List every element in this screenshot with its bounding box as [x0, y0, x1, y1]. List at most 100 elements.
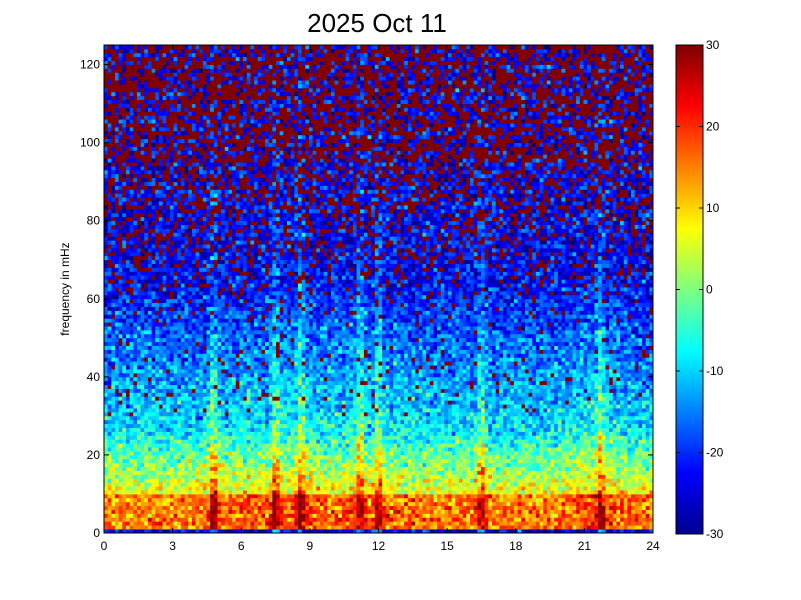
heatmap-cell — [199, 283, 204, 288]
heatmap-cell — [129, 208, 134, 214]
heatmap-cell — [202, 396, 207, 401]
heatmap-cell — [140, 486, 145, 491]
heatmap-cell — [188, 509, 193, 514]
heatmap-cell — [162, 513, 167, 518]
heatmap-cell — [221, 212, 226, 218]
heatmap-cell — [206, 517, 211, 522]
heatmap-cell — [122, 427, 127, 432]
heatmap-cell — [191, 52, 196, 58]
heatmap-cell — [158, 404, 163, 409]
heatmap-cell — [217, 501, 222, 507]
heatmap-cell — [180, 454, 185, 460]
heatmap-cell — [147, 91, 152, 97]
heatmap-cell — [125, 279, 131, 284]
heatmap-cell — [169, 251, 174, 257]
heatmap-cell — [177, 521, 182, 526]
heatmap-cell — [243, 52, 248, 58]
heatmap-cell — [195, 142, 200, 147]
heatmap-cell — [122, 220, 127, 225]
heatmap-cell — [177, 138, 182, 143]
heatmap-cell — [224, 166, 229, 171]
heatmap-cell — [166, 72, 171, 77]
heatmap-cell — [158, 423, 163, 428]
heatmap-cell — [239, 493, 244, 499]
heatmap-cell — [232, 287, 237, 292]
heatmap-cell — [188, 251, 193, 257]
heatmap-cell — [232, 372, 237, 378]
heatmap-cell — [158, 150, 163, 155]
heatmap-cell — [129, 60, 134, 65]
heatmap-cell — [202, 279, 207, 284]
heatmap-cell — [155, 119, 160, 124]
heatmap-cell — [107, 56, 112, 62]
heatmap-cell — [173, 427, 178, 432]
heatmap-cell — [136, 388, 141, 393]
heatmap-cell — [118, 169, 123, 175]
heatmap-cell — [118, 193, 123, 198]
heatmap-cell — [122, 48, 127, 54]
heatmap-cell — [144, 478, 149, 483]
heatmap-cell — [224, 443, 229, 448]
heatmap-cell — [188, 134, 193, 140]
heatmap-cell — [202, 208, 207, 214]
heatmap-cell — [114, 513, 120, 518]
heatmap-cell — [166, 451, 171, 456]
heatmap-cell — [239, 306, 244, 311]
heatmap-cell — [202, 443, 207, 448]
heatmap-cell — [228, 462, 233, 468]
heatmap-cell — [210, 451, 215, 456]
heatmap-cell — [144, 123, 149, 128]
heatmap-cell — [111, 115, 116, 120]
heatmap-cell — [129, 169, 134, 175]
heatmap-cell — [199, 490, 204, 495]
heatmap-cell — [107, 439, 112, 444]
heatmap-cell — [202, 384, 207, 389]
heatmap-cell — [125, 415, 131, 421]
heatmap-cell — [228, 68, 233, 73]
heatmap-cell — [243, 404, 248, 409]
heatmap-cell — [224, 357, 229, 362]
heatmap-cell — [147, 392, 152, 397]
heatmap-cell — [221, 80, 226, 85]
heatmap-cell — [129, 123, 134, 128]
heatmap-cell — [140, 232, 145, 237]
heatmap-cell — [217, 158, 222, 163]
heatmap-cell — [232, 349, 237, 354]
heatmap-cell — [199, 169, 204, 175]
heatmap-cell — [133, 517, 138, 522]
heatmap-cell — [235, 431, 240, 436]
heatmap-cell — [118, 189, 123, 194]
heatmap-cell — [114, 150, 120, 155]
heatmap-cell — [213, 197, 218, 202]
heatmap-cell — [191, 404, 196, 409]
heatmap-cell — [180, 392, 185, 397]
heatmap-cell — [129, 318, 134, 323]
heatmap-cell — [235, 411, 240, 417]
heatmap-cell — [213, 173, 218, 179]
heatmap-cell — [140, 251, 145, 257]
heatmap-cell — [180, 244, 185, 249]
heatmap-cell — [169, 72, 174, 77]
heatmap-cell — [107, 123, 112, 128]
heatmap-cell — [169, 169, 174, 175]
heatmap-cell — [125, 201, 131, 206]
heatmap-cell — [210, 388, 215, 393]
heatmap-cell — [217, 353, 222, 358]
heatmap-cell — [140, 255, 145, 261]
heatmap-cell — [166, 154, 171, 159]
heatmap-cell — [188, 287, 193, 292]
heatmap-cell — [158, 408, 163, 413]
heatmap-cell — [136, 216, 141, 222]
heatmap-cell — [177, 454, 182, 460]
heatmap-cell — [206, 427, 211, 432]
heatmap-cell — [217, 146, 222, 151]
heatmap-cell — [199, 279, 204, 284]
heatmap-cell — [180, 396, 185, 401]
heatmap-cell — [122, 415, 127, 421]
heatmap-cell — [122, 271, 127, 276]
heatmap-cell — [210, 411, 215, 417]
heatmap-cell — [140, 326, 145, 331]
heatmap-cell — [184, 91, 189, 97]
heatmap-cell — [136, 302, 141, 307]
heatmap-cell — [243, 411, 248, 417]
